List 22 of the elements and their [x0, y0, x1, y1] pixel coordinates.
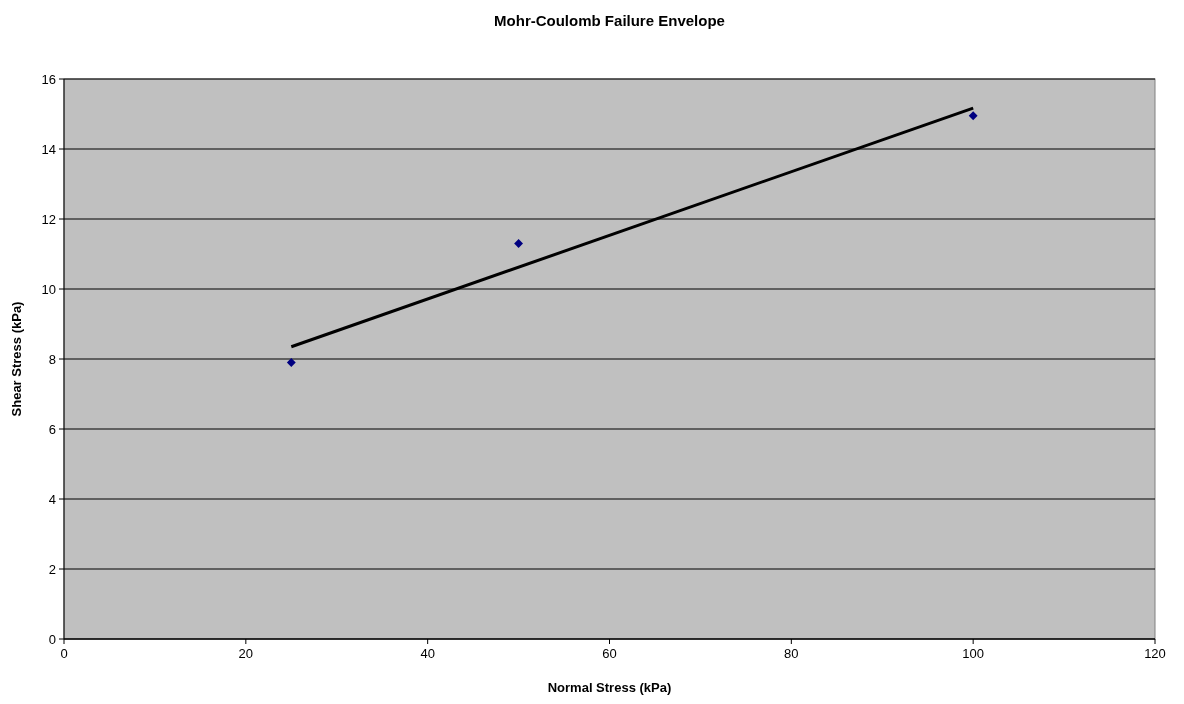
x-tick-label: 120 [1144, 646, 1166, 661]
x-tick-label: 40 [420, 646, 435, 661]
y-axis-title: Shear Stress (kPa) [9, 301, 24, 417]
x-tick-label: 0 [60, 646, 68, 661]
x-tick-label: 80 [784, 646, 799, 661]
y-tick-label: 6 [48, 421, 56, 437]
point [286, 358, 296, 367]
y-tick-label: 16 [41, 71, 56, 87]
y-tick-label: 8 [48, 351, 56, 367]
x-tick-label: 20 [238, 646, 254, 661]
y-tick-label: 12 [41, 211, 56, 227]
y-tick-label: 4 [48, 491, 56, 507]
chart-title: Mohr-Coulomb Failure Envelope [494, 12, 725, 29]
x-axis-title: Normal Stress (kPa) [547, 680, 672, 695]
y-tick-label: 10 [41, 281, 56, 297]
y-tick-label: 2 [48, 561, 56, 577]
y-tick-label: 14 [41, 141, 56, 157]
x-tick-label: 60 [602, 646, 617, 661]
x-tick-label: 100 [962, 646, 985, 661]
y-tick-label: 0 [48, 631, 56, 647]
point [968, 111, 978, 121]
point [514, 239, 524, 248]
